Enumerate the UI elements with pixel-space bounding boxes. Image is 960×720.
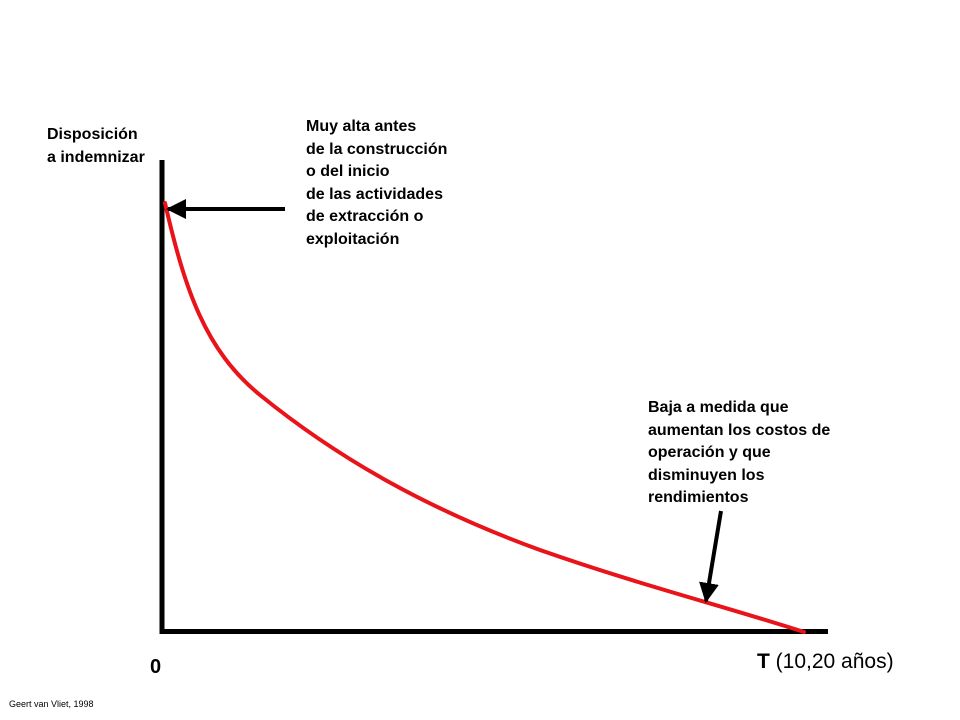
annotation-line: o del inicio	[306, 163, 390, 180]
annotation-low-end: Baja a medida que aumentan los costos de…	[648, 397, 830, 510]
annotation-line: disminuyen los	[648, 466, 765, 484]
y-axis-label: Disposición a indemnizar	[47, 124, 145, 169]
annotation-line: aumentan los costos de	[648, 421, 831, 439]
decline-curve	[163, 201, 806, 634]
annotation-line: de la construcción	[306, 140, 448, 158]
y-axis-label-line: a indemnizar	[47, 148, 145, 166]
annotation-line: de las actividades	[306, 185, 443, 203]
annotation-line: operación y que	[648, 444, 771, 461]
x-axis-label: T (10,20 años)	[757, 650, 894, 674]
origin-label: 0	[150, 656, 162, 678]
arrow-to-curve-end	[699, 510, 723, 603]
y-axis-label-line: Disposición	[47, 126, 138, 143]
annotation-high-start: Muy alta antes de la construcción o del …	[306, 116, 447, 251]
annotation-line: de extracción o	[306, 208, 424, 225]
annotation-line: Muy alta antes	[306, 118, 417, 135]
annotation-line: Baja a medida que	[648, 399, 789, 416]
x-axis-label-range: (10,20 años)	[769, 650, 894, 673]
annotation-line: exploitación	[306, 230, 400, 248]
annotation-line: rendimientos	[648, 489, 749, 506]
credit-text: Geert van Vliet, 1998	[9, 699, 94, 709]
x-axis-label-letter: T	[757, 650, 770, 673]
